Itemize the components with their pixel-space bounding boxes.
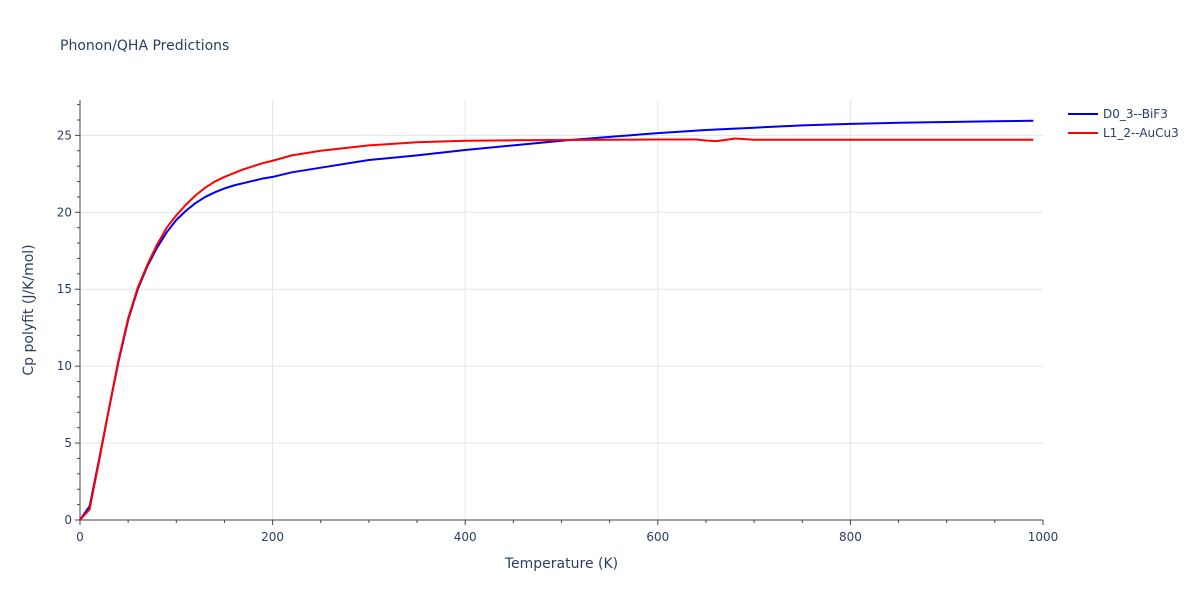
series-line-2 — [79, 137, 1034, 521]
x-tick-label: 1000 — [1028, 530, 1059, 544]
x-tick-label: 400 — [454, 530, 477, 544]
chart-title: Phonon/QHA Predictions — [60, 38, 229, 54]
legend-item-1[interactable]: D0_3--BiF3 — [1068, 107, 1168, 121]
series-lines — [79, 119, 1034, 521]
axes — [75, 100, 1044, 525]
legend-label: L1_2--AuCu3 — [1103, 126, 1179, 140]
x-tick-label: 600 — [646, 530, 669, 544]
x-axis-title: Temperature (K) — [504, 556, 618, 572]
y-ticks: 0 5 10 15 20 25 — [57, 128, 72, 527]
legend-item-2[interactable]: L1_2--AuCu3 — [1068, 126, 1179, 140]
x-tick-label: 800 — [839, 530, 862, 544]
x-tick-label: 0 — [76, 530, 84, 544]
grid — [80, 100, 1043, 520]
y-tick-label: 15 — [57, 282, 72, 296]
legend-label: D0_3--BiF3 — [1103, 107, 1168, 121]
x-tick-label: 200 — [261, 530, 284, 544]
legend[interactable]: D0_3--BiF3 L1_2--AuCu3 — [1068, 107, 1179, 140]
y-axis-title: Cp polyfit (J/K/mol) — [21, 244, 37, 375]
y-tick-label: 20 — [57, 205, 72, 219]
y-tick-label: 10 — [57, 359, 72, 373]
x-ticks: 0 200 400 600 800 1000 — [76, 530, 1058, 544]
y-tick-label: 25 — [57, 128, 72, 142]
y-tick-label: 5 — [64, 436, 72, 450]
y-tick-label: 0 — [64, 513, 72, 527]
